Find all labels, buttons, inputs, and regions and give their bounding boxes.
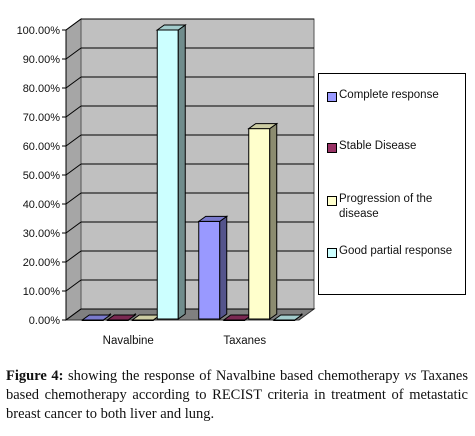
bar-front bbox=[198, 220, 221, 320]
caption-text: showing the response of Navalbine based … bbox=[63, 368, 405, 384]
x-axis-labels: Navalbine Taxanes bbox=[103, 335, 267, 347]
gridline-side bbox=[65, 279, 82, 292]
bar-side bbox=[219, 215, 228, 320]
y-tick-label: 100.00% bbox=[17, 25, 61, 37]
caption-text-end: Taxanes based chemotherapy according to … bbox=[6, 368, 468, 422]
bar-chart: 0.00% 10.00% 20.00% 30.00% 40.00% 50.00% 60.00… bbox=[17, 18, 316, 347]
bar-top bbox=[247, 123, 279, 130]
caption-italic: vs bbox=[404, 368, 417, 384]
bar-side bbox=[177, 24, 186, 320]
caption-label: Figure 4: bbox=[6, 368, 64, 384]
gridline-side bbox=[65, 134, 82, 147]
y-tick-label: 60.00% bbox=[23, 141, 61, 153]
bar bbox=[197, 215, 229, 320]
bar-front bbox=[156, 29, 179, 320]
bar-top bbox=[155, 24, 187, 31]
y-tick-label: 30.00% bbox=[23, 228, 61, 240]
bar bbox=[80, 313, 112, 321]
legend-swatch-good-partial-response bbox=[327, 248, 337, 258]
y-tick-label: 10.00% bbox=[23, 286, 61, 298]
bar-front bbox=[248, 128, 271, 320]
gridline-side bbox=[65, 308, 82, 321]
gridline-side bbox=[65, 18, 82, 31]
bar-side bbox=[269, 122, 278, 320]
bar bbox=[155, 24, 187, 320]
y-tick-label: 70.00% bbox=[23, 112, 61, 124]
legend-swatch-complete-response bbox=[327, 92, 337, 102]
y-tick-label: 20.00% bbox=[23, 257, 61, 269]
legend-label: Complete response bbox=[339, 89, 439, 101]
y-tick-label: 80.00% bbox=[23, 83, 61, 95]
legend-swatch-stable-disease bbox=[327, 143, 337, 153]
gridline-side bbox=[65, 163, 82, 176]
legend-label: Stable Disease bbox=[339, 140, 417, 152]
bar-top bbox=[272, 314, 304, 321]
bar-top bbox=[105, 314, 137, 321]
y-tick-label: 90.00% bbox=[23, 54, 61, 66]
x-tick-label: Navalbine bbox=[103, 335, 154, 347]
y-tick-label: 40.00% bbox=[23, 199, 61, 211]
y-axis-ticks: 0.00% 10.00% 20.00% 30.00% 40.00% 50.00% 60.00… bbox=[17, 25, 67, 327]
gridline-side bbox=[65, 192, 82, 205]
bar-top bbox=[80, 314, 112, 321]
bar bbox=[130, 313, 162, 321]
gridline-side bbox=[65, 105, 82, 118]
legend-label: Good partial response bbox=[339, 245, 453, 257]
x-tick-label: Taxanes bbox=[223, 335, 266, 347]
bar bbox=[105, 313, 137, 321]
bars bbox=[80, 24, 304, 321]
y-tick-label: 50.00% bbox=[23, 170, 61, 182]
figure-caption: Figure 4: showing the response of Navalb… bbox=[6, 367, 468, 424]
gridline-side bbox=[65, 76, 82, 89]
legend-swatch-progression bbox=[327, 196, 337, 206]
bar-top bbox=[197, 215, 229, 222]
bar bbox=[247, 122, 279, 320]
bar bbox=[272, 313, 304, 321]
gridline-side bbox=[65, 221, 82, 234]
y-tick-label: 0.00% bbox=[29, 315, 60, 327]
gridline-side bbox=[65, 47, 82, 60]
gridline-side bbox=[65, 250, 82, 263]
legend: Complete response Stable Disease Progres… bbox=[318, 73, 466, 295]
legend-label: Progression of the disease bbox=[339, 193, 433, 220]
